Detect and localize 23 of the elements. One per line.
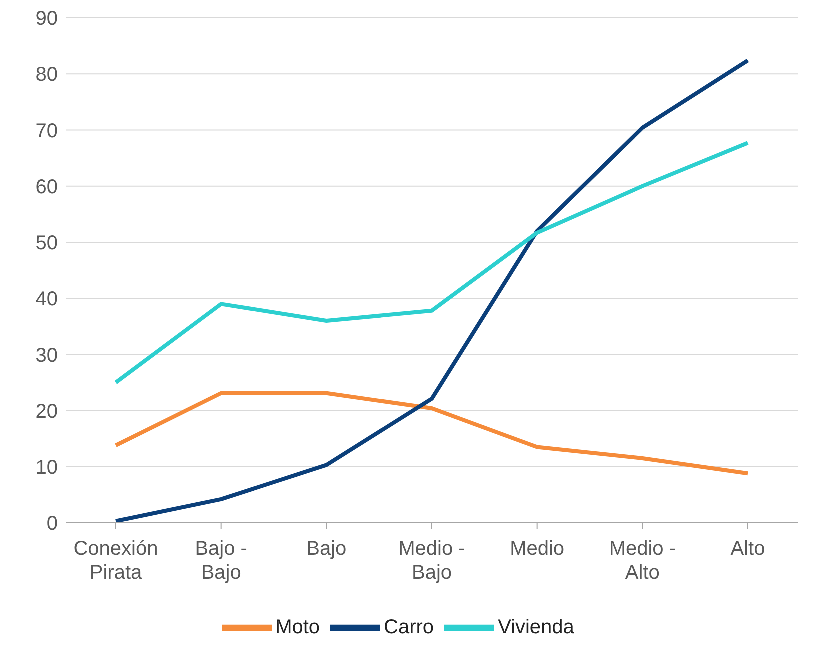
- y-tick-label: 90: [36, 8, 58, 30]
- y-tick-label: 20: [36, 400, 58, 423]
- x-tick-label: Medio: [510, 538, 565, 560]
- y-tick-label: 10: [36, 456, 58, 479]
- y-tick-label: 80: [36, 64, 58, 86]
- y-tick-label: 30: [36, 344, 58, 367]
- x-tick-label: Alto: [730, 538, 766, 560]
- y-tick-label: 40: [36, 288, 58, 311]
- legend-label: Moto: [276, 616, 320, 638]
- x-tick-label: Medio - Alto: [609, 538, 676, 584]
- legend-label: Carro: [384, 616, 434, 638]
- y-tick-label: 60: [36, 176, 58, 198]
- x-tick-label: Bajo - Bajo: [195, 538, 248, 584]
- legend-label: Vivienda: [498, 616, 574, 638]
- x-tick-label: Bajo: [306, 538, 347, 560]
- x-tick-label: Conexión Pirata: [74, 538, 158, 584]
- x-tick-label: Medio - Bajo: [398, 538, 466, 584]
- line-series: [114, 141, 750, 385]
- y-tick-label: 0: [46, 513, 58, 536]
- line-series: [114, 391, 750, 476]
- line-series: [114, 58, 750, 523]
- y-tick-label: 50: [36, 232, 58, 255]
- y-tick-label: 70: [36, 120, 58, 142]
